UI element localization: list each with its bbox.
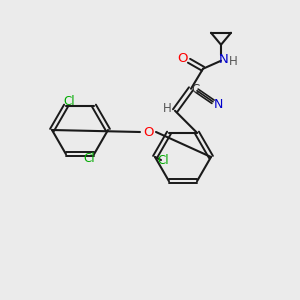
Text: Cl: Cl xyxy=(63,95,75,108)
Text: O: O xyxy=(177,52,187,65)
Text: H: H xyxy=(229,55,237,68)
Text: Cl: Cl xyxy=(83,152,95,165)
Text: N: N xyxy=(219,53,229,66)
Text: H: H xyxy=(163,102,171,115)
Text: Cl: Cl xyxy=(157,154,169,167)
Text: C: C xyxy=(191,83,199,96)
Text: O: O xyxy=(143,125,153,139)
Text: N: N xyxy=(213,98,223,111)
